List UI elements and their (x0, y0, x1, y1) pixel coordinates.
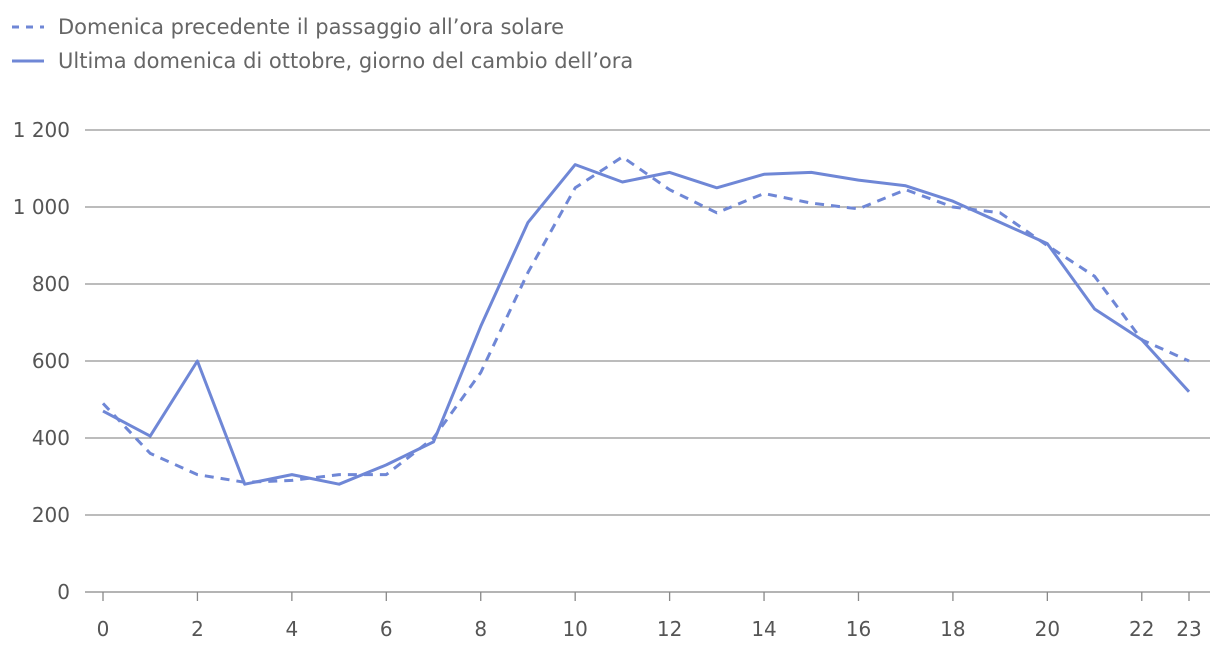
y-tick-label: 800 (32, 272, 70, 296)
x-axis-ticks: 0 2 4 6 8 10 12 14 16 18 20 22 23 (97, 592, 1202, 641)
y-tick-label: 400 (32, 426, 70, 450)
x-tick-label: 23 (1176, 617, 1201, 641)
y-tick-label: 0 (57, 580, 70, 604)
x-tick-label: 20 (1035, 617, 1060, 641)
x-tick-label: 12 (657, 617, 682, 641)
x-tick-label: 2 (191, 617, 204, 641)
x-tick-label: 14 (751, 617, 776, 641)
x-tick-label: 10 (562, 617, 587, 641)
x-tick-label: 8 (474, 617, 487, 641)
x-tick-label: 22 (1129, 617, 1154, 641)
y-tick-label: 1 000 (13, 195, 70, 219)
gridlines (85, 129, 1210, 593)
y-tick-label: 1 200 (13, 118, 70, 142)
series-lines (101, 155, 1191, 486)
x-tick-label: 0 (97, 617, 110, 641)
legend: Domenica precedente il passaggio all’ora… (12, 15, 633, 73)
series-line-previous-sunday (101, 155, 1190, 484)
x-tick-label: 16 (846, 617, 871, 641)
x-tick-label: 6 (380, 617, 393, 641)
y-tick-label: 200 (32, 503, 70, 527)
legend-label-previous-sunday: Domenica precedente il passaggio all’ora… (58, 15, 564, 39)
y-axis-ticks: 0 200 400 600 800 1 000 1 200 (13, 118, 70, 604)
x-tick-label: 4 (286, 617, 299, 641)
x-tick-label: 18 (940, 617, 965, 641)
series-line-last-sunday-october (102, 163, 1191, 486)
y-tick-label: 600 (32, 349, 70, 373)
legend-label-last-sunday-october: Ultima domenica di ottobre, giorno del c… (58, 49, 633, 73)
